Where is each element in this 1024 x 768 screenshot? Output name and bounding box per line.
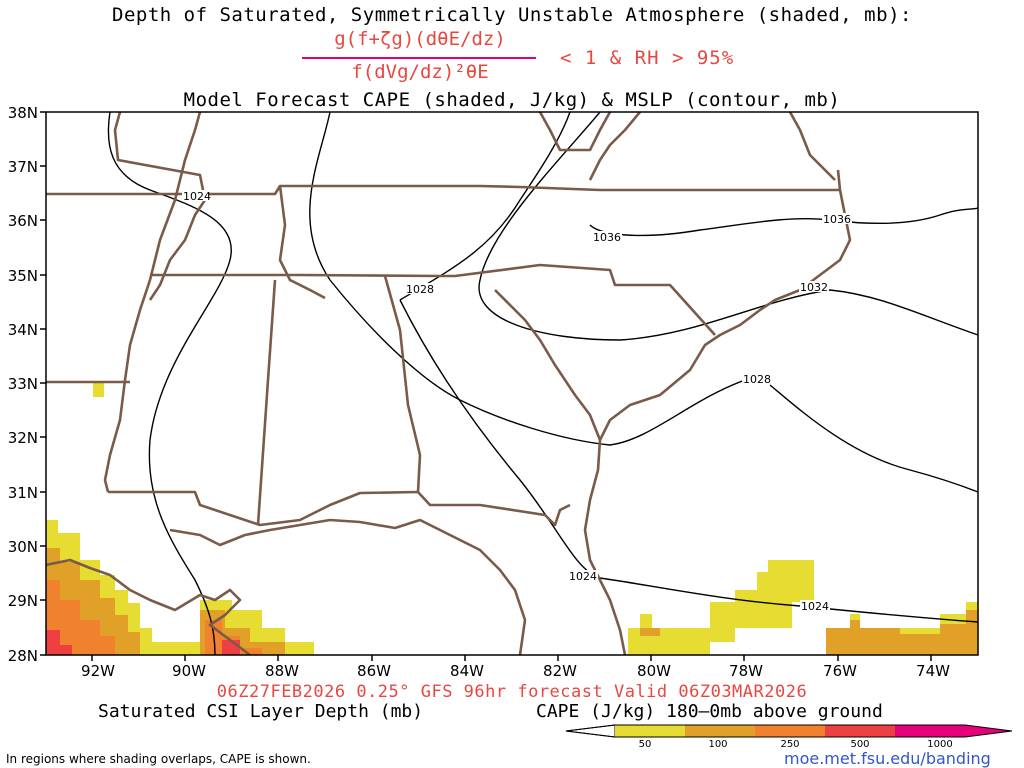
formula-condition: < 1 & RH > 95% — [560, 47, 735, 69]
cape-label: CAPE (J/kg) 180–0mb above ground — [536, 701, 883, 722]
river-tennessee — [278, 185, 326, 300]
contour-label-1024-atl: 1024 — [801, 600, 829, 613]
shade-orange-atlantic — [640, 628, 660, 636]
formula-fraction-bar — [302, 57, 536, 59]
river-sc-ga — [494, 289, 602, 441]
contour-1024-west — [107, 112, 232, 655]
lat-label-36n: 36N — [8, 212, 38, 230]
lon-label-76w: 76W — [823, 662, 857, 680]
colorbar-seg-white — [565, 724, 616, 738]
lat-label-32n: 32N — [8, 429, 38, 447]
border-la-ms — [103, 112, 202, 493]
lat-labels: 38N 37N 36N 35N 34N 33N 32N 31N 30N 29N … — [8, 104, 38, 665]
colorbar-seg-red — [825, 725, 895, 737]
formula-numerator: g(f+ζg)(dθE/dz) — [334, 28, 506, 50]
colorbar-outline — [565, 724, 1013, 738]
contour-labels: 1024 1028 1036 1036 1032 1028 1024 1024 — [182, 190, 852, 613]
contour-1032 — [478, 112, 978, 341]
border-ms-al — [256, 279, 277, 526]
cape-colorbar: 50 100 250 500 1000 — [565, 724, 1013, 750]
csi-depth-label: Saturated CSI Layer Depth (mb) — [98, 701, 424, 722]
shade-yellow-atlantic — [628, 560, 814, 655]
contour-label-1032: 1032 — [800, 281, 828, 294]
lat-label-35n: 35N — [8, 267, 38, 285]
csi-formula: g(f+ζg)(dθE/dz) f(dVg/dz)²θE — [300, 28, 540, 88]
colorbar-tick-100: 100 — [708, 739, 727, 750]
colorbar-seg-yellow — [615, 725, 685, 737]
lon-labels: 92W 90W 88W 86W 84W 82W 80W 78W 76W 74W — [81, 662, 950, 680]
lon-label-92w: 92W — [81, 662, 115, 680]
colorbar-seg-orange — [685, 725, 755, 737]
title-line-3: Model Forecast CAPE (shaded, J/kg) & MSL… — [183, 89, 841, 111]
border-tn-south — [150, 263, 716, 336]
lat-label-33n: 33N — [8, 375, 38, 393]
contour-label-1036: 1036 — [593, 231, 621, 244]
overlap-note: In regions where shading overlaps, CAPE … — [6, 752, 311, 766]
contour-label-1028-east: 1028 — [743, 373, 771, 386]
state-borders — [46, 112, 852, 655]
lon-label-90w: 90W — [172, 662, 206, 680]
shade-deeporange-gulf — [46, 580, 115, 655]
lon-label-88w: 88W — [265, 662, 299, 680]
shade-red-gulf — [46, 630, 72, 655]
lat-label-30n: 30N — [8, 538, 38, 556]
colorbar-tick-50: 50 — [639, 739, 652, 750]
contour-label-1028-mid: 1028 — [406, 283, 434, 296]
lat-label-37n: 37N — [8, 158, 38, 176]
lon-label-78w: 78W — [729, 662, 763, 680]
shade-orange-atlantic-e — [826, 610, 978, 655]
lon-label-82w: 82W — [543, 662, 577, 680]
title-line-1: Depth of Saturated, Symmetrically Unstab… — [112, 4, 912, 26]
river-mississippi — [113, 112, 207, 301]
lat-label-31n: 31N — [8, 484, 38, 502]
border-fl-north — [108, 490, 571, 527]
border-ky-tn-nc-va — [46, 184, 840, 196]
colorbar-seg-deeporange — [755, 725, 825, 737]
forecast-valid-line: 06Z27FEB2026 0.25° GFS 96hr forecast Val… — [216, 682, 808, 702]
lat-label-29n: 29N — [8, 592, 38, 610]
border-al-ga — [383, 275, 422, 493]
formula-denominator: f(dVg/dz)²θE — [351, 61, 489, 83]
river-potomac — [588, 112, 641, 181]
lat-axis — [40, 111, 46, 656]
colorbar-tick-250: 250 — [780, 739, 799, 750]
coast-fl-east — [583, 439, 627, 655]
shade-yellow-ms-small — [93, 383, 104, 397]
border-wv-va — [538, 112, 612, 152]
lat-label-38n: 38N — [8, 104, 38, 122]
contour-label-1024-east: 1024 — [569, 570, 597, 583]
coast-gulf-la — [46, 558, 251, 655]
coast-ga-sc-nc — [598, 169, 852, 441]
lon-label-84w: 84W — [450, 662, 484, 680]
lon-axis — [91, 655, 932, 661]
colorbar-tick-1000: 1000 — [927, 739, 952, 750]
credit-link[interactable]: moe.met.fsu.edu/banding — [784, 749, 991, 768]
lon-label-74w: 74W — [916, 662, 950, 680]
lat-label-28n: 28N — [8, 647, 38, 665]
contour-label-1036-east: 1036 — [823, 213, 851, 226]
map-area — [46, 112, 978, 655]
lon-label-86w: 86W — [357, 662, 391, 680]
colorbar-arrow-magenta — [965, 725, 1012, 737]
lon-label-80w: 80W — [637, 662, 671, 680]
shade-deeporange-gulf-2 — [205, 620, 262, 655]
contour-1028-mid — [309, 112, 746, 446]
river-chesapeake — [788, 112, 836, 181]
lat-label-34n: 34N — [8, 321, 38, 339]
contour-label-1024-west: 1024 — [183, 190, 211, 203]
colorbar-tick-500: 500 — [850, 739, 869, 750]
contour-1028-east — [769, 384, 978, 493]
colorbar-seg-magenta — [895, 725, 965, 737]
contour-1024-east — [399, 299, 978, 623]
coast-gulf-ms-fl — [169, 518, 527, 655]
contour-1036 — [589, 207, 978, 237]
cape-shading — [46, 383, 978, 655]
